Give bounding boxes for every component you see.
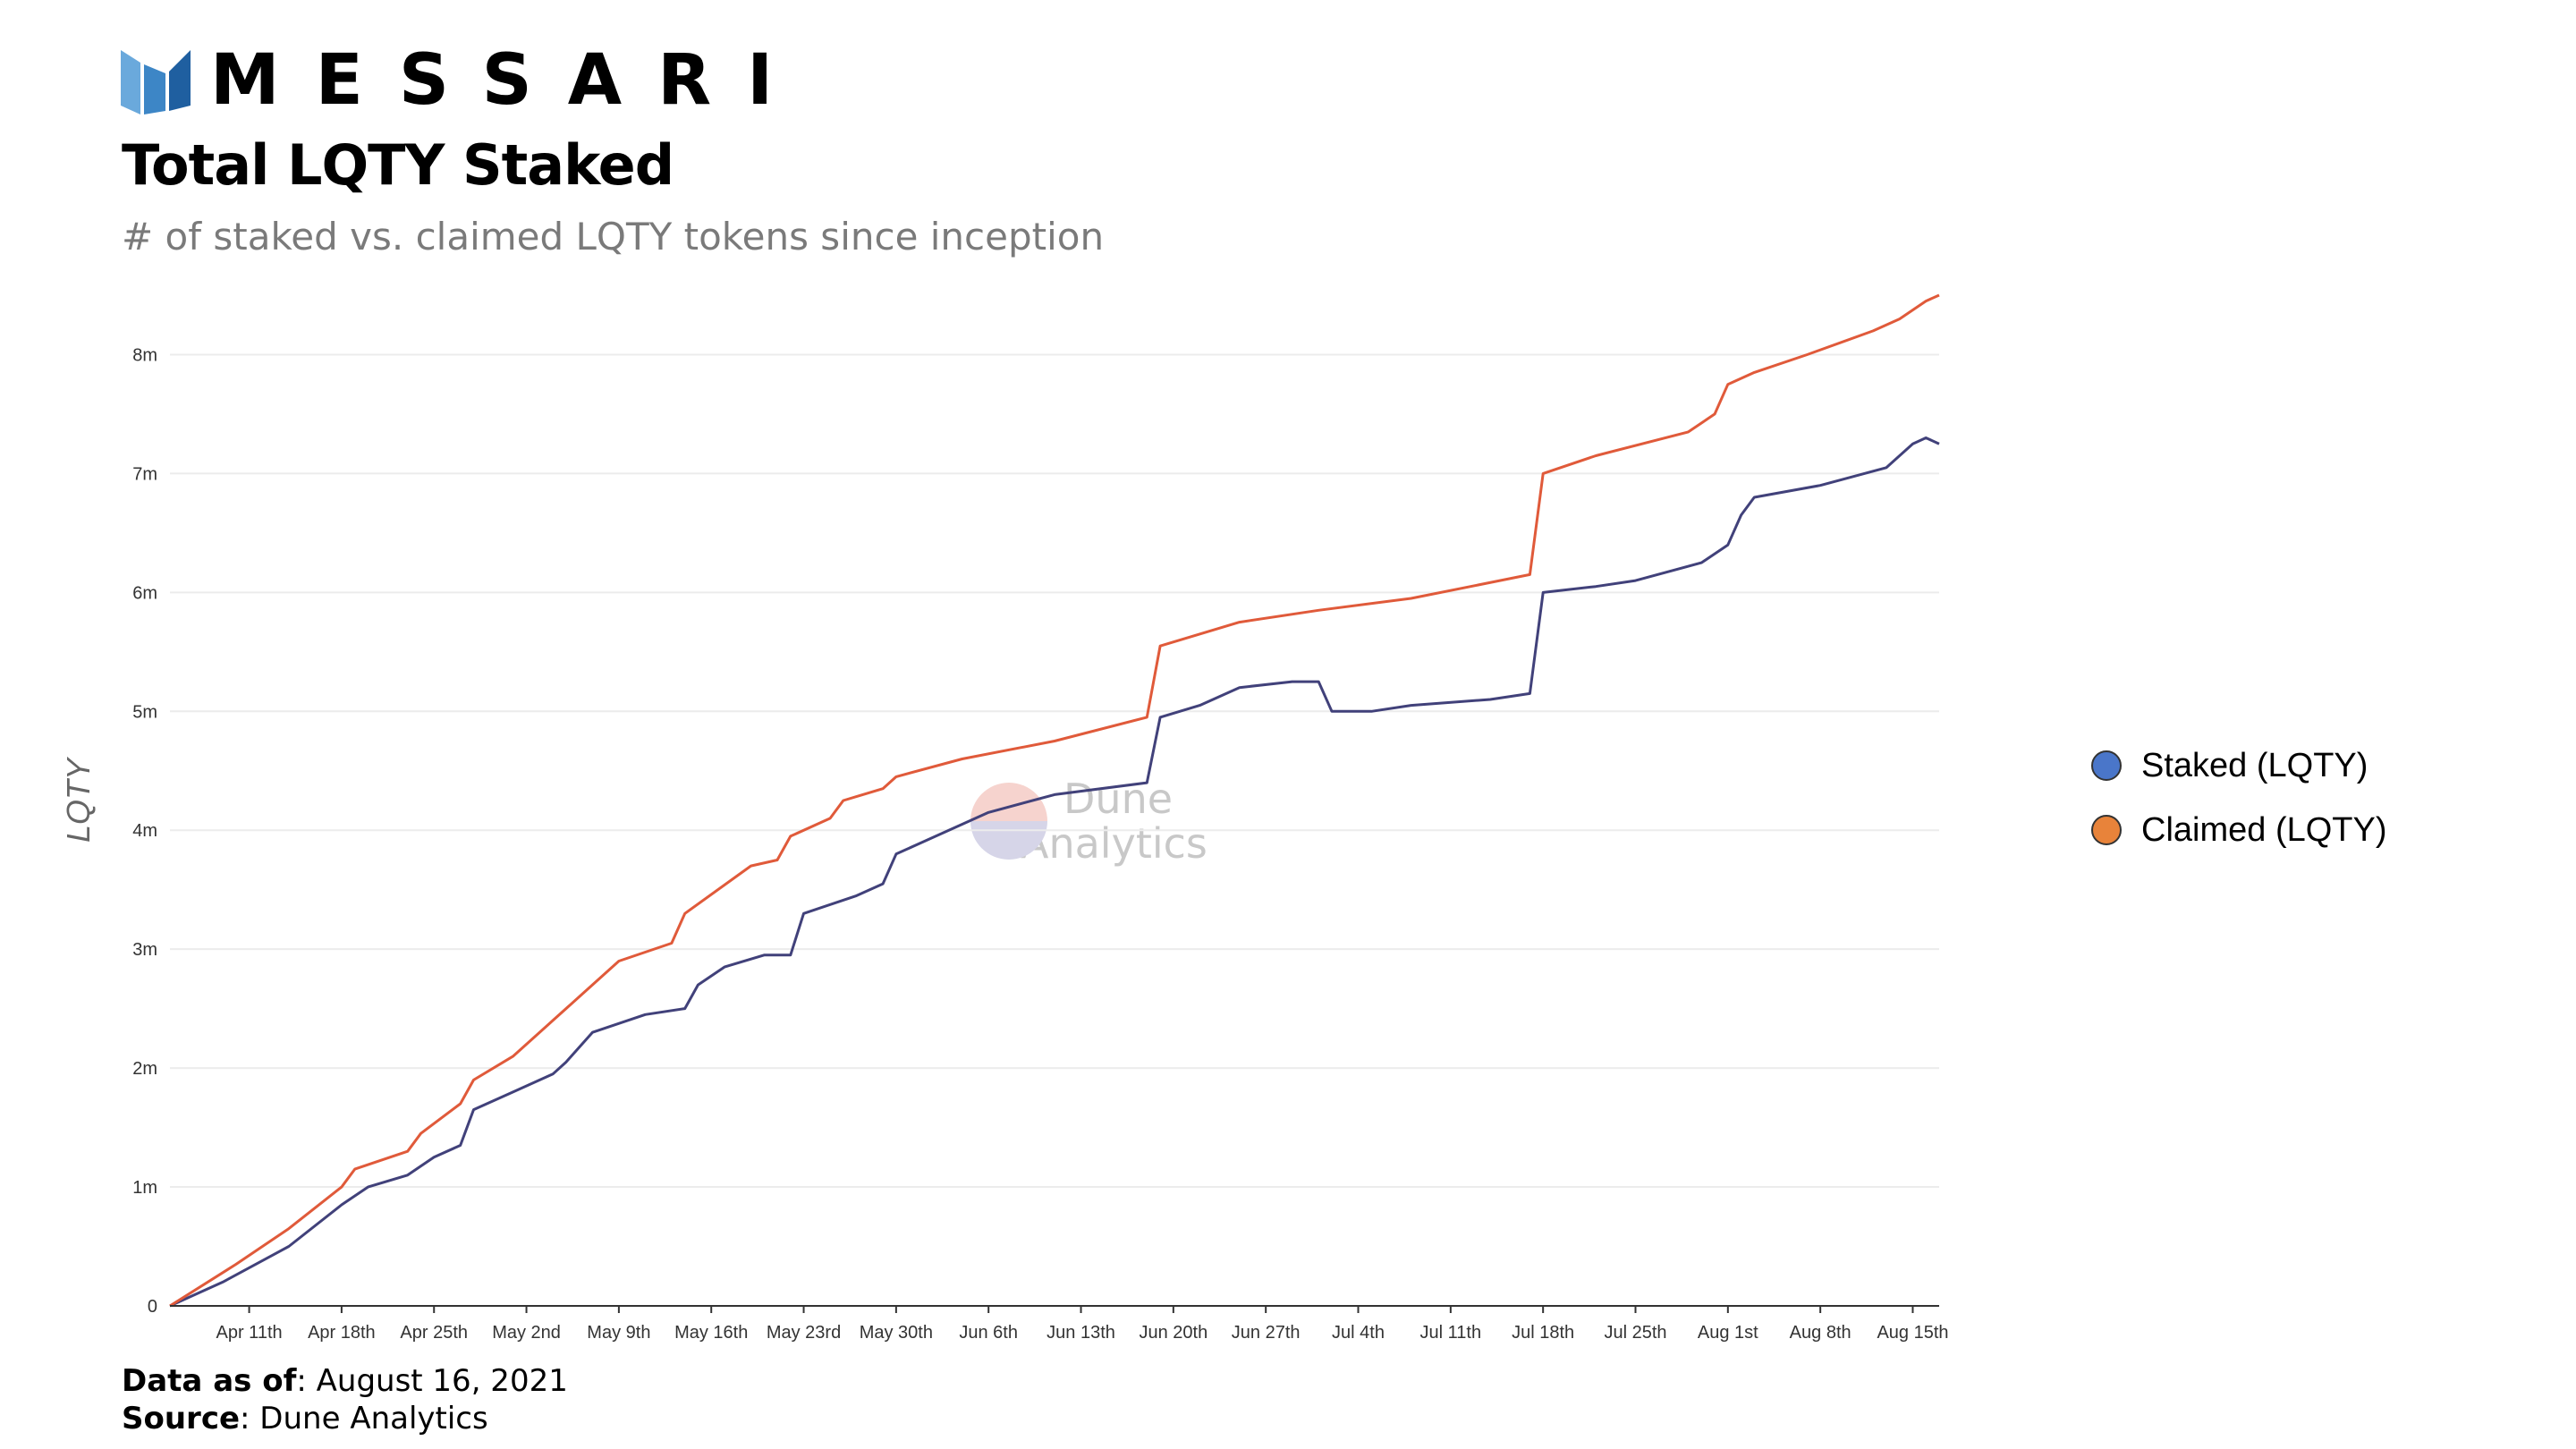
x-tick-label: Aug 1st: [1698, 1323, 1758, 1343]
y-tick-label: 0: [148, 1297, 157, 1317]
source-label: Source: [122, 1401, 241, 1436]
x-tick-label: May 30th: [860, 1323, 933, 1343]
y-tick-label: 1m: [132, 1178, 157, 1198]
x-tick-label: Aug 15th: [1877, 1323, 1948, 1343]
chart-subtitle: # of staked vs. claimed LQTY tokens sinc…: [122, 215, 1105, 258]
y-tick-label: 8m: [132, 345, 157, 365]
x-tick-label: Jul 18th: [1512, 1323, 1574, 1343]
y-tick-label: 4m: [132, 821, 157, 841]
data-as-of-label: Data as of: [122, 1363, 297, 1399]
x-tick-label: May 2nd: [492, 1323, 561, 1343]
y-tick-label: 2m: [132, 1059, 157, 1079]
y-tick-label: 3m: [132, 940, 157, 960]
x-tick-label: Jul 11th: [1420, 1323, 1482, 1343]
x-tick-label: May 9th: [587, 1323, 650, 1343]
y-tick-label: 6m: [132, 583, 157, 603]
y-axis-label: LQTY: [60, 756, 97, 843]
source-value: : Dune Analytics: [240, 1401, 488, 1436]
dune-watermark: Dune Analytics: [970, 776, 1208, 866]
dune-watermark-text: Dune Analytics: [1021, 775, 1208, 868]
legend-swatch-claimed: [2091, 815, 2122, 845]
x-axis-ticks: Apr 11th Apr 18th Apr 25th May 2nd May 9th Ma…: [216, 1306, 1949, 1343]
y-tick-label: 7m: [132, 464, 157, 484]
x-tick-label: Apr 11th: [216, 1323, 283, 1343]
messari-logo-icon: [121, 50, 191, 114]
chart-title: Total LQTY Staked: [122, 132, 674, 198]
x-tick-label: Apr 25th: [400, 1323, 468, 1343]
chart-legend: Staked (LQTY) Claimed (LQTY): [2091, 741, 2387, 869]
x-tick-label: Apr 18th: [308, 1323, 376, 1343]
data-as-of-value: : August 16, 2021: [296, 1363, 568, 1399]
legend-item-claimed[interactable]: Claimed (LQTY): [2091, 805, 2387, 855]
legend-label-staked: Staked (LQTY): [2141, 746, 2368, 784]
legend-swatch-staked: [2091, 750, 2122, 781]
x-tick-label: Jun 27th: [1232, 1323, 1301, 1343]
messari-wordmark: MESSARI: [210, 40, 809, 121]
legend-label-claimed: Claimed (LQTY): [2141, 810, 2387, 849]
x-tick-label: May 16th: [674, 1323, 748, 1343]
chart-gridlines: [170, 353, 1939, 1189]
data-as-of-note: Data as of: August 16, 2021: [122, 1363, 568, 1399]
messari-logo: MESSARI: [121, 45, 809, 116]
x-tick-label: May 23rd: [767, 1323, 841, 1343]
series-line-claimed: [169, 293, 1940, 1308]
y-tick-label: 5m: [132, 702, 157, 722]
x-tick-label: Aug 8th: [1790, 1323, 1852, 1343]
y-axis-ticks: 0 1m 2m 3m 4m 5m 6m 7m 8m: [132, 345, 157, 1317]
x-tick-label: Jul 4th: [1332, 1323, 1385, 1343]
x-tick-label: Jul 25th: [1604, 1323, 1666, 1343]
x-tick-label: Jun 13th: [1046, 1323, 1115, 1343]
series-line-staked: [169, 436, 1940, 1308]
x-tick-label: Jun 20th: [1139, 1323, 1208, 1343]
x-tick-label: Jun 6th: [959, 1323, 1018, 1343]
source-note: Source: Dune Analytics: [122, 1401, 488, 1436]
chart-series: [169, 293, 1940, 1308]
legend-item-staked[interactable]: Staked (LQTY): [2091, 741, 2387, 791]
